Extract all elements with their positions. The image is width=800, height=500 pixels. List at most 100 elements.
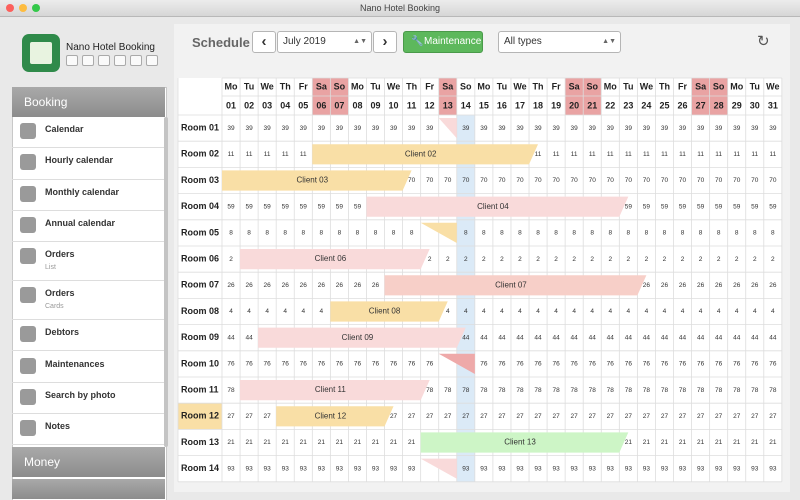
price-label: 27 <box>769 413 777 420</box>
day-label: 22 <box>605 100 615 110</box>
day-label: 28 <box>714 100 724 110</box>
menu-label: Annual calendar <box>45 217 116 228</box>
price-label: 39 <box>264 125 272 132</box>
price-label: 70 <box>498 177 506 184</box>
zoom-button[interactable] <box>32 4 40 12</box>
menu-item[interactable]: Search by photo <box>12 383 165 415</box>
menu-label: Monthly calendar <box>45 186 120 197</box>
price-label: 59 <box>300 203 308 210</box>
minimize-button[interactable] <box>19 4 27 12</box>
price-label: 76 <box>643 361 651 368</box>
price-label: 44 <box>751 334 759 341</box>
price-label: 78 <box>552 387 560 394</box>
day-label: 12 <box>425 100 435 110</box>
menu-item[interactable]: Orders List <box>12 242 165 282</box>
price-label: 8 <box>392 230 396 237</box>
price-label: 4 <box>735 308 739 315</box>
section-header[interactable]: Booking <box>12 87 165 117</box>
menu-item[interactable]: Orders Cards <box>12 281 165 321</box>
weekday-label: Fr <box>678 81 687 91</box>
menu-item[interactable]: Debtors <box>12 320 165 352</box>
menu-icon <box>20 287 36 304</box>
room-label: Room 10 <box>181 358 219 368</box>
menu-item[interactable]: Calendar <box>12 117 165 149</box>
price-label: 39 <box>390 125 398 132</box>
quick-icon[interactable] <box>98 55 110 66</box>
quick-icon[interactable] <box>114 55 126 66</box>
price-label: 93 <box>715 465 723 472</box>
price-label: 4 <box>753 308 757 315</box>
weekday-label: So <box>586 81 598 91</box>
price-label: 59 <box>625 203 633 210</box>
menu-item[interactable]: Hourly calendar <box>12 148 165 180</box>
maintenance-button[interactable]: 🔧 Maintenance <box>403 31 483 53</box>
price-label: 27 <box>498 413 506 420</box>
weekday-label: Fr <box>425 81 434 91</box>
price-label: 26 <box>661 282 669 289</box>
price-label: 2 <box>699 256 703 263</box>
quick-icon[interactable] <box>130 55 142 66</box>
weekday-label: Sa <box>695 81 707 91</box>
price-label: 2 <box>482 256 486 263</box>
price-label: 39 <box>571 125 579 132</box>
weekday-label: So <box>713 81 725 91</box>
prev-month-button[interactable]: ‹ <box>252 31 276 53</box>
price-label: 8 <box>717 230 721 237</box>
menu-item[interactable]: Maintenances <box>12 352 165 383</box>
price-label: 44 <box>589 334 597 341</box>
price-label: 70 <box>733 177 741 184</box>
booking-label: Client 06 <box>315 254 347 263</box>
price-label: 93 <box>408 465 416 472</box>
price-label: 70 <box>552 177 560 184</box>
price-label: 21 <box>751 439 759 446</box>
price-label: 4 <box>229 308 233 315</box>
menu-icon <box>20 185 36 202</box>
price-label: 27 <box>462 413 470 420</box>
type-filter[interactable]: All types ▲▼ <box>498 31 621 53</box>
menu-item[interactable]: Annual calendar <box>12 211 165 243</box>
quick-icon[interactable] <box>146 55 158 66</box>
price-label: 4 <box>608 308 612 315</box>
booking-label: Client 13 <box>504 438 536 447</box>
price-label: 4 <box>771 308 775 315</box>
weekday-label: Th <box>280 81 291 91</box>
price-label: 2 <box>627 256 631 263</box>
price-label: 70 <box>715 177 723 184</box>
price-label: 78 <box>480 387 488 394</box>
section-header[interactable]: Money <box>12 447 165 478</box>
price-label: 39 <box>408 125 416 132</box>
quick-icon[interactable] <box>82 55 94 66</box>
weekday-label: We <box>387 81 400 91</box>
section-header[interactable] <box>12 479 165 500</box>
price-label: 4 <box>320 308 324 315</box>
price-label: 8 <box>518 230 522 237</box>
price-label: 2 <box>608 256 612 263</box>
quick-icons <box>66 55 158 67</box>
weekday-label: Mo <box>351 81 364 91</box>
close-button[interactable] <box>6 4 14 12</box>
day-label: 17 <box>515 100 525 110</box>
price-label: 44 <box>245 334 253 341</box>
price-label: 76 <box>697 361 705 368</box>
price-label: 26 <box>733 282 741 289</box>
next-month-button[interactable]: › <box>373 31 397 53</box>
booking-label: Client 12 <box>315 411 347 420</box>
price-label: 21 <box>318 439 326 446</box>
price-label: 4 <box>645 308 649 315</box>
weekday-label: Th <box>659 81 670 91</box>
month-select[interactable]: July 2019 ▲▼ <box>277 31 372 53</box>
price-label: 70 <box>643 177 651 184</box>
booking <box>330 301 448 322</box>
quick-icon[interactable] <box>66 55 78 66</box>
weekday-label: Mo <box>225 81 238 91</box>
price-label: 26 <box>300 282 308 289</box>
price-label: 4 <box>590 308 594 315</box>
price-label: 27 <box>643 413 651 420</box>
booking-label: Client 11 <box>315 385 347 394</box>
refresh-button[interactable]: ↻ <box>757 33 770 50</box>
price-label: 44 <box>571 334 579 341</box>
menu-item[interactable]: Monthly calendar <box>12 180 165 211</box>
price-label: 93 <box>480 465 488 472</box>
price-label: 4 <box>301 308 305 315</box>
menu-item[interactable]: Notes <box>12 414 165 446</box>
